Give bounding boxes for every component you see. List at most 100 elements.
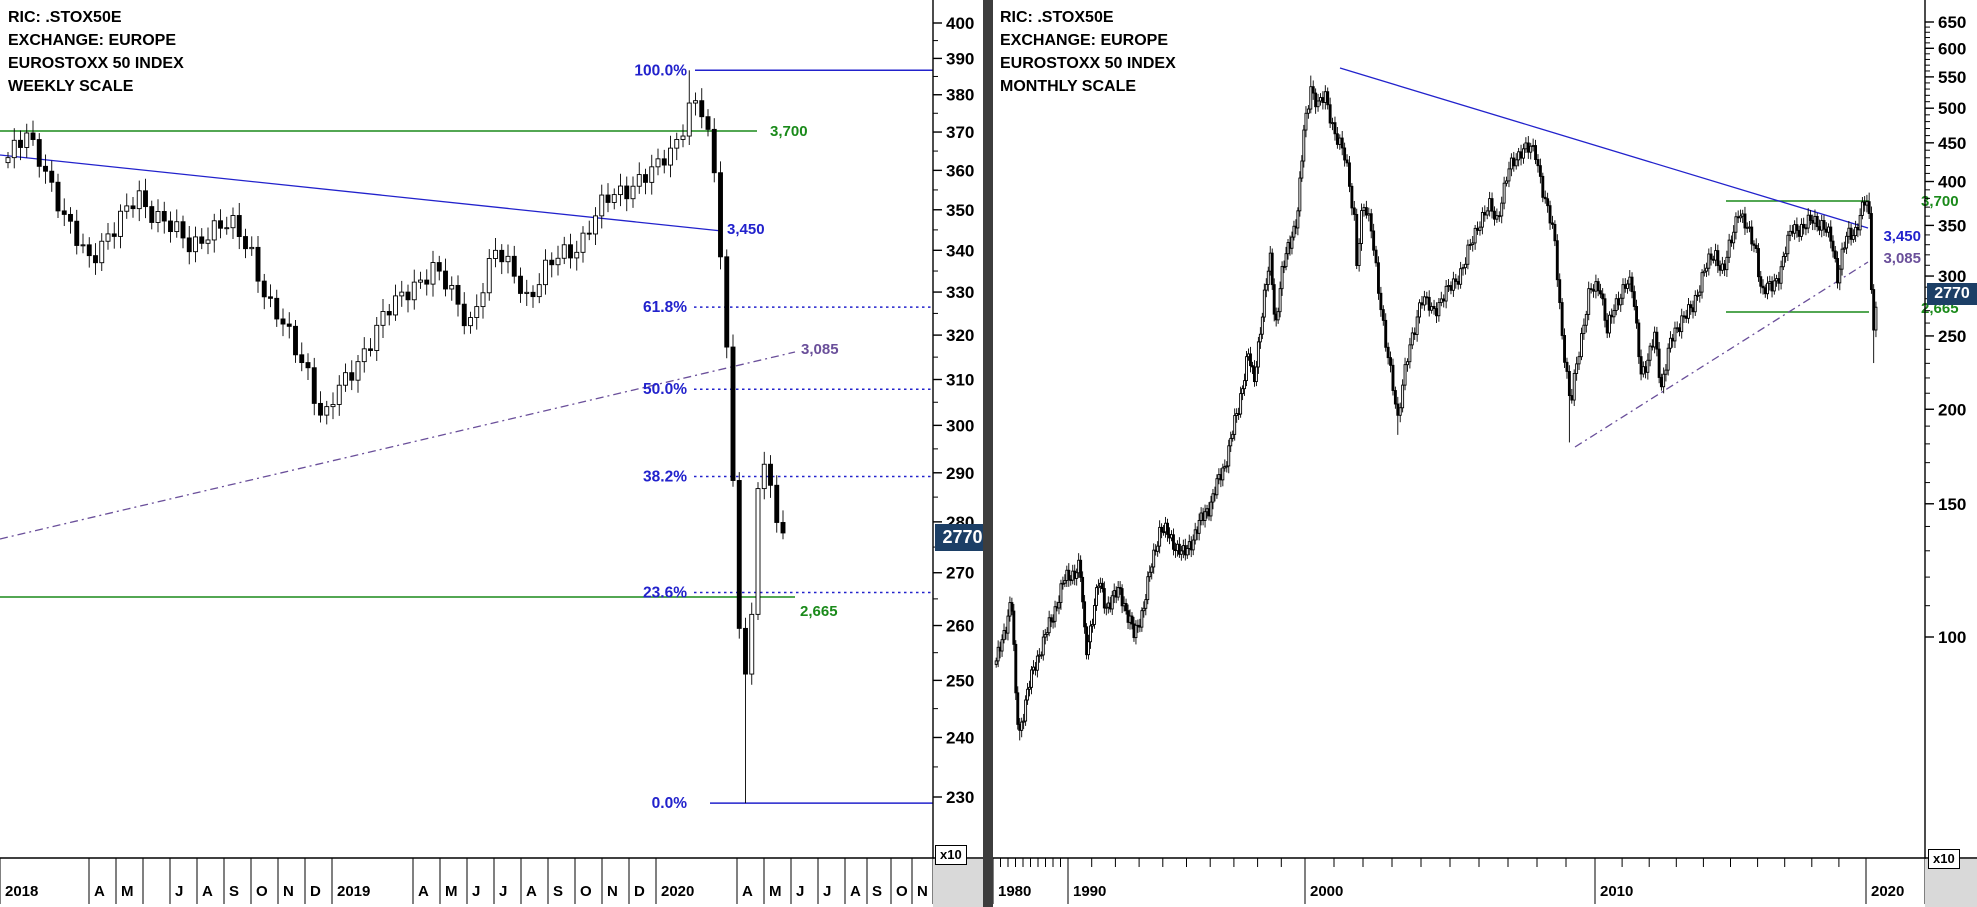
candle-body <box>49 170 55 183</box>
fib-level-label: 61.8% <box>643 299 687 316</box>
candle-body <box>1326 91 1330 106</box>
candle-body <box>1662 373 1666 388</box>
x-axis-month-label: A <box>202 883 213 900</box>
candle-body <box>1818 226 1821 231</box>
monthly-chart-plot[interactable]: 3,7002,6653,4503,08565060055050045040035… <box>993 0 1977 907</box>
candle-body <box>1401 384 1405 409</box>
candle-body <box>736 480 742 629</box>
x-axis-month-label: M <box>769 883 782 900</box>
candle-body <box>680 135 686 140</box>
candle-body <box>1621 284 1625 299</box>
candle-body <box>1519 151 1523 159</box>
last-price-badge: 2770 <box>935 524 990 551</box>
candle-body <box>1418 302 1422 318</box>
weekly-chart-plot[interactable]: 3,700 2,665 3,450 3,085 100.0% 61.8% 50.0% 38.2… <box>0 0 993 907</box>
candle-body <box>24 132 30 148</box>
candle-body <box>1152 549 1156 568</box>
candle-body <box>1231 433 1235 439</box>
candle-body <box>5 157 11 164</box>
candle-body <box>1754 244 1758 249</box>
candle-body <box>730 346 736 481</box>
x-axis-month-label: J <box>823 883 831 900</box>
x-axis-year-label: 2000 <box>1310 883 1343 900</box>
candle-body <box>1833 250 1837 259</box>
candle-body <box>1140 610 1144 628</box>
candle-body <box>1083 601 1087 628</box>
candle-body <box>1802 223 1806 229</box>
candle-body <box>1420 302 1424 306</box>
candle-body <box>1300 160 1304 179</box>
candle-body <box>1389 357 1393 366</box>
candle-body <box>1012 610 1016 645</box>
candle-body <box>1553 223 1557 242</box>
candle-body <box>124 205 130 212</box>
candle-body <box>1610 314 1614 318</box>
candle-body <box>1047 617 1051 634</box>
candle-body <box>1391 364 1395 391</box>
candle-body <box>224 227 230 230</box>
candle-body <box>1449 285 1453 291</box>
fibonacci-retracement: 100.0% 61.8% 50.0% 38.2% 23.6% 0.0% <box>634 62 933 812</box>
trendline <box>0 154 723 232</box>
candle-body <box>174 221 180 233</box>
candle-body <box>424 279 430 285</box>
candle-body <box>318 402 323 416</box>
candle-body <box>743 627 748 675</box>
candle-body <box>624 185 630 200</box>
candle-body <box>1061 582 1065 585</box>
candle-body <box>1675 327 1679 330</box>
candle-body <box>1790 230 1794 234</box>
candle-body <box>1788 230 1792 236</box>
candle-body <box>243 236 248 250</box>
candle-body <box>1795 224 1799 231</box>
candle-body <box>180 221 186 239</box>
fib-level-label: 0.0% <box>652 795 688 812</box>
candle-body <box>1570 395 1574 401</box>
candle-body <box>1820 220 1824 231</box>
candle-body <box>1381 309 1385 321</box>
y-axis-tick-label: 370 <box>946 123 974 142</box>
candle-body <box>1158 526 1162 547</box>
y-axis-tick-label: 350 <box>1938 216 1966 235</box>
candle-body <box>261 280 267 298</box>
candle-body <box>1752 243 1756 246</box>
x-axis-year-label: 2020 <box>661 883 694 900</box>
candle-body <box>1314 92 1318 108</box>
candle-body <box>1075 572 1079 579</box>
x-axis-month-label: M <box>445 883 458 900</box>
candle-body <box>1264 284 1268 291</box>
candle-body <box>274 297 280 320</box>
y-axis-tick-label: 300 <box>946 416 974 435</box>
candle-body <box>130 205 136 210</box>
candle-body <box>1298 177 1302 212</box>
candle-body <box>468 317 473 327</box>
candle-body <box>1030 669 1033 688</box>
x-axis-year-label: 2020 <box>1871 883 1904 900</box>
candle-body <box>1372 230 1376 251</box>
y-axis-tick-label: 250 <box>946 671 974 690</box>
candle-body <box>530 291 536 298</box>
candle-body <box>1560 302 1564 336</box>
candle-body <box>1249 353 1252 367</box>
candle-body <box>1384 319 1388 348</box>
candle-body <box>543 259 548 286</box>
candle-body <box>1355 213 1359 266</box>
candle-body <box>211 220 217 241</box>
candle-body <box>1221 467 1225 481</box>
candle-body <box>1415 316 1419 335</box>
y-axis-tick-label: 270 <box>946 564 974 583</box>
candle-body <box>1478 226 1482 231</box>
x-axis-month-label: A <box>742 883 753 900</box>
candle-body <box>1270 252 1274 286</box>
candle-body <box>1471 242 1475 245</box>
candle-body <box>280 318 286 325</box>
candle-body <box>1340 137 1344 149</box>
candle-body <box>1284 253 1288 268</box>
y-axis-tick-label: 240 <box>946 728 974 747</box>
price-level-label: 3,700 <box>1921 193 1959 210</box>
scale-label: WEEKLY SCALE <box>8 78 134 95</box>
candle-body <box>118 210 123 237</box>
candle-body <box>1854 226 1858 237</box>
candle-body <box>1856 226 1860 231</box>
candle-body <box>268 296 273 299</box>
